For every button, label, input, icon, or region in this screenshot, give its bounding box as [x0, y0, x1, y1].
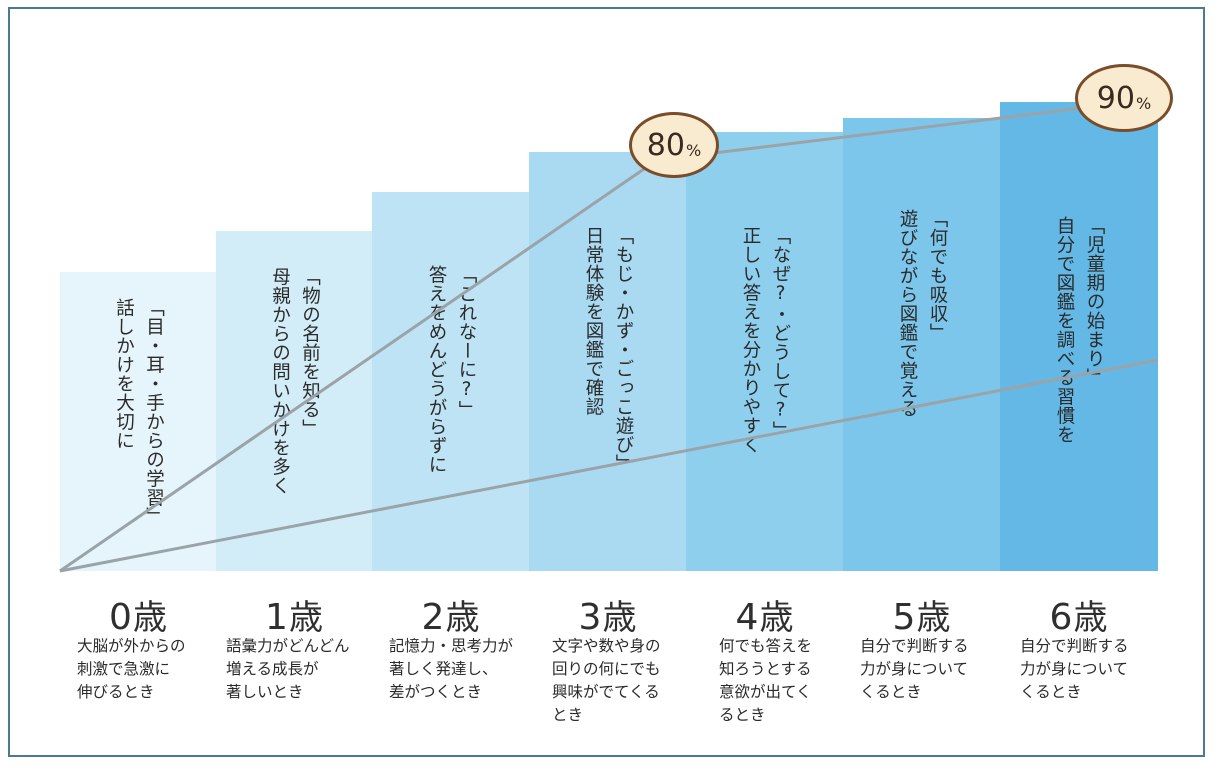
step-age-5: 「何でも吸収」 遊びながら図鑑で覚える: [843, 118, 1001, 571]
badge-value: 80: [646, 127, 685, 163]
stage-title: 「もじ・かず・ごっこ遊び」 日常体験を図鑑で確認: [583, 226, 634, 473]
stage-title: 「なぜ?・どうして?」 正しい答えを分かりやすく: [740, 226, 791, 454]
step-age-1: 「物の名前を知る」 母親からの問いかけを多く: [216, 231, 373, 571]
badge-unit: %: [685, 140, 702, 160]
stage-title: 「目・耳・手からの学習」 話しかけを大切に: [113, 298, 165, 526]
badge-unit: %: [1135, 93, 1152, 113]
age-description-6: 自分で判断する 力が身について くるとき: [1020, 637, 1129, 701]
age-label-3: 3歳: [578, 597, 638, 638]
age-label-0: 0歳: [109, 597, 168, 638]
age-description-4: 何でも答えを 知ろうとする 意欲が出てく るとき: [719, 637, 813, 724]
step-age-4: 「なぜ?・どうして?」 正しい答えを分かりやすく: [686, 132, 844, 571]
growth-line-plateau: [656, 101, 1124, 162]
age-description-1: 語彙力がどんどん 増える成長が 著しいとき: [226, 637, 350, 701]
age-description-3: 文字や数や身の 回りの何にでも 興味がでてくる とき: [552, 637, 661, 724]
age-label-2: 2歳: [421, 597, 481, 638]
age-description-2: 記憶力・思考力が 著しく発達し、 差がつくとき: [389, 637, 514, 701]
step-age-3: 「もじ・かず・ごっこ遊び」 日常体験を図鑑で確認: [529, 152, 687, 571]
stage-title: 「これなーに?」 答えをめんどうがらずに: [426, 265, 477, 474]
age-label-4: 4歳: [735, 597, 795, 638]
age-description-5: 自分で判断する 力が身について くるとき: [860, 637, 969, 701]
badge-value: 90: [1096, 80, 1135, 116]
step-age-0: 「目・耳・手からの学習」 話しかけを大切に: [60, 272, 217, 571]
age-label-5: 5歳: [892, 597, 952, 638]
age-label-1: 1歳: [265, 597, 324, 638]
age-description-0: 大脳が外からの 刺激で急激に 伸びるとき: [77, 637, 186, 701]
badge-90-percent: 90%: [1075, 64, 1173, 132]
step-age-6: 「児童期の始まり」 自分で図鑑を調べる習慣を: [1000, 102, 1158, 571]
stage-title: 「児童期の始まり」 自分で図鑑を調べる習慣を: [1054, 216, 1105, 444]
growth-line-steep: [59, 158, 658, 573]
growth-line-gradual: [59, 358, 1159, 573]
age-label-6: 6歳: [1049, 597, 1109, 638]
badge-80-percent: 80%: [629, 112, 719, 178]
stage-title: 「何でも吸収」 遊びながら図鑑で覚える: [897, 209, 948, 418]
step-age-2: 「これなーに?」 答えをめんどうがらずに: [372, 192, 530, 571]
